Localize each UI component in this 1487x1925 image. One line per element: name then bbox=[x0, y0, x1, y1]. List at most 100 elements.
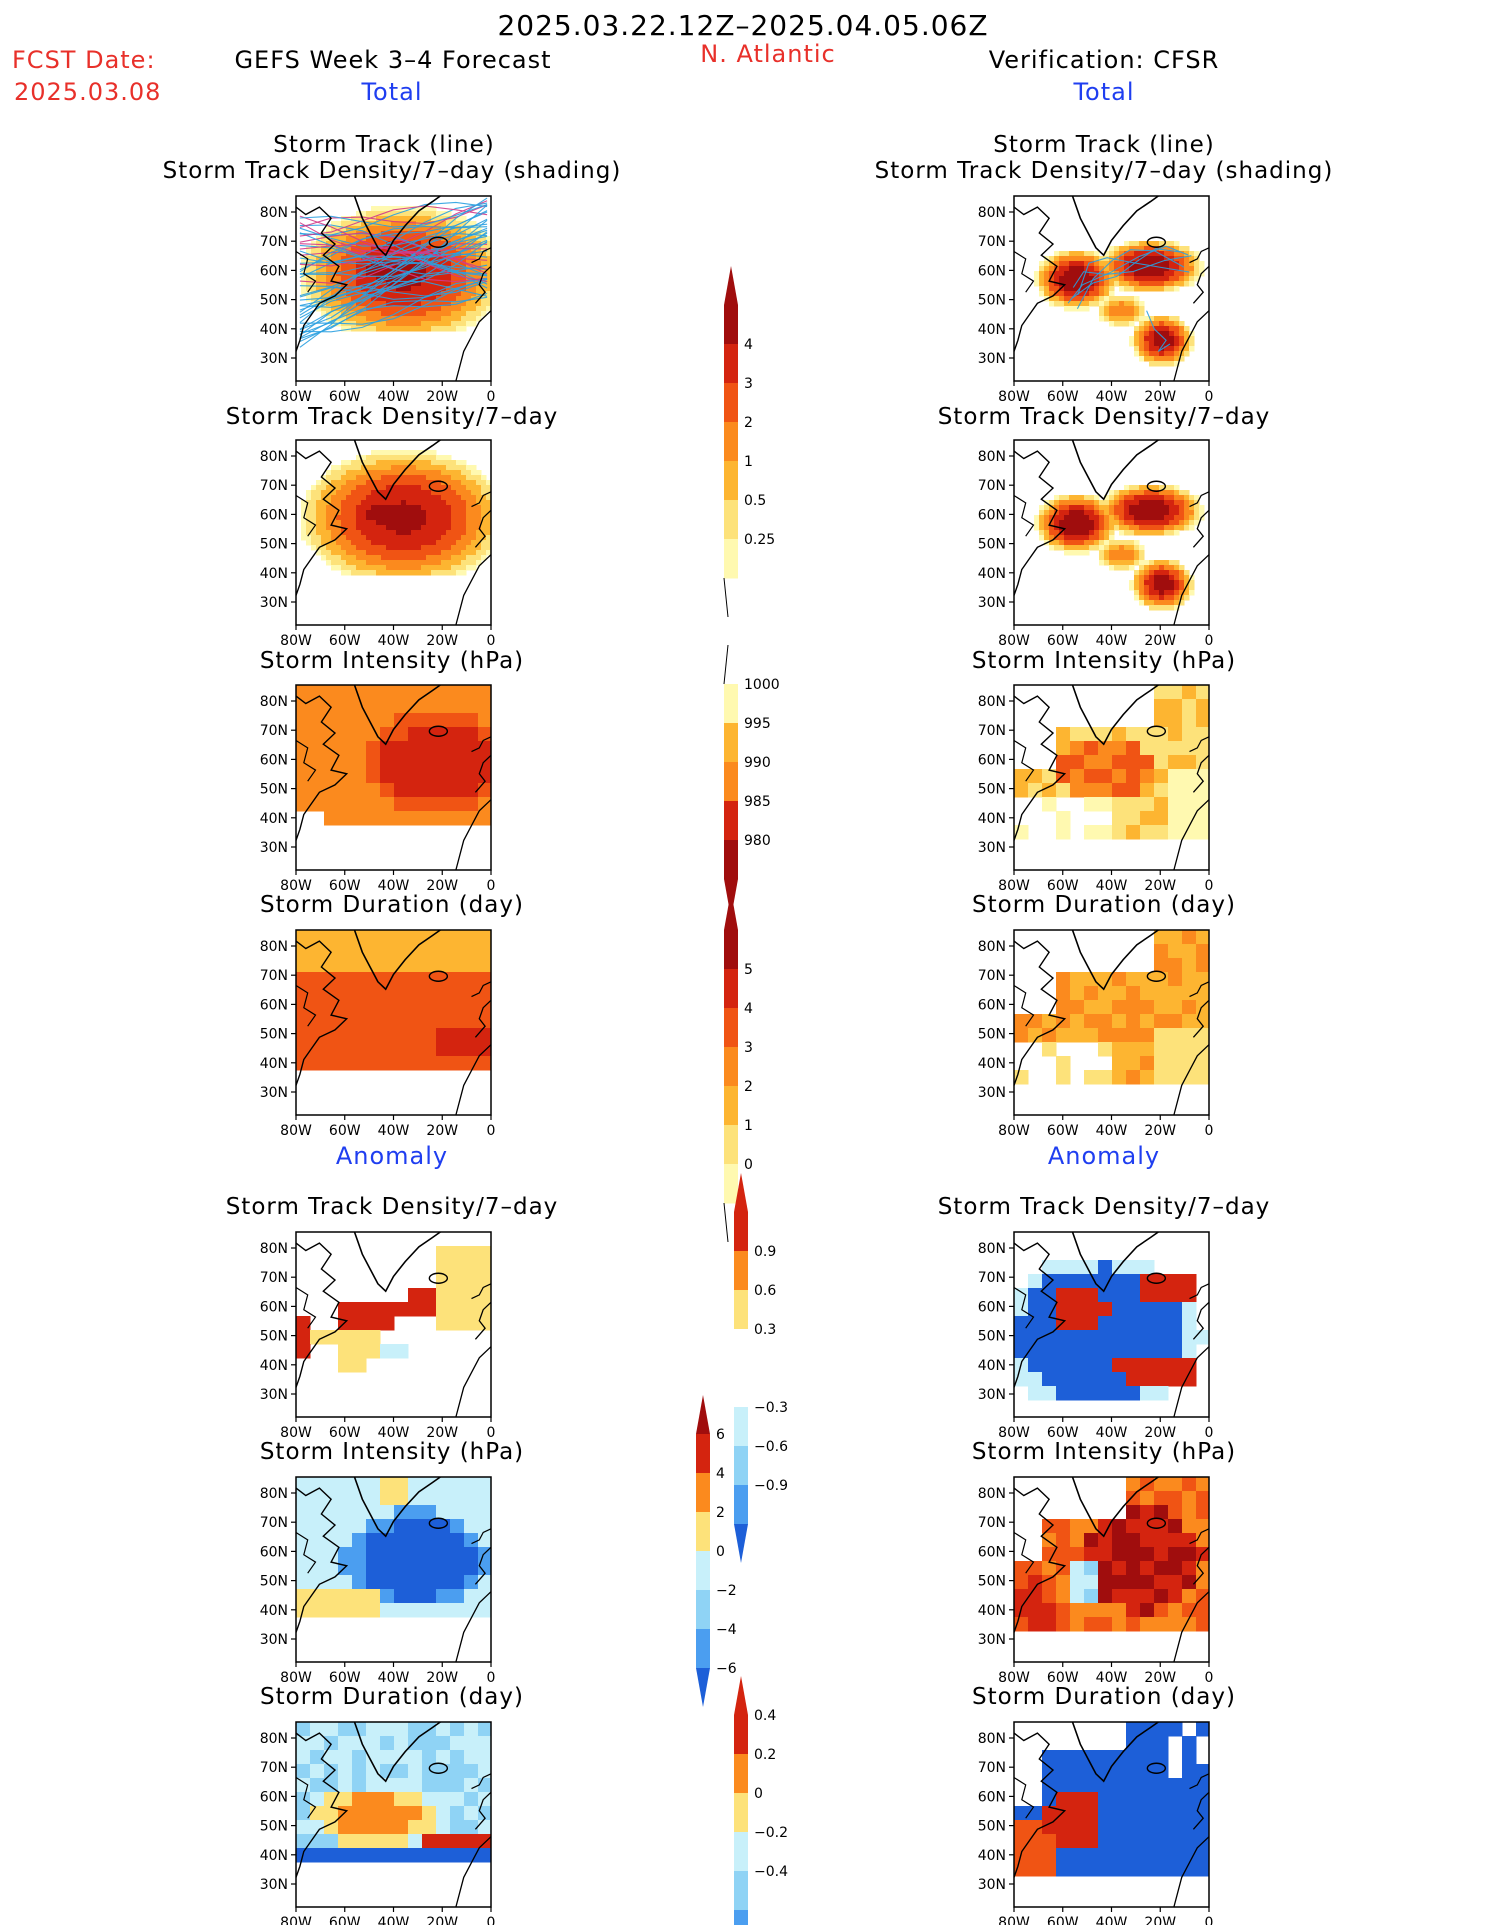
period-title: 2025.03.22.12Z–2025.04.05.06Z bbox=[497, 9, 989, 42]
lat-tick-label: 30N bbox=[260, 351, 288, 367]
right-column-title: Verification: CFSR bbox=[988, 46, 1220, 74]
colorbar-density: 4 3 2 1 0.5 0.25 bbox=[723, 266, 775, 618]
lat-tick-label: 30N bbox=[260, 1877, 288, 1893]
storm-track-lines bbox=[1067, 245, 1192, 352]
lat-tick-label: 50N bbox=[260, 537, 288, 553]
map-panel-dens-anom-forecast: 80N 70N 60N 50N 40N 30N 80W 60W 40W 20W 0 bbox=[260, 1231, 495, 1441]
map-panel-int-anom-forecast: 80N 70N 60N 50N 40N 30N 80W 60W 40W 20W 0 bbox=[260, 1476, 495, 1686]
lat-tick-label: 50N bbox=[260, 1819, 288, 1835]
lon-tick-label: 80W bbox=[280, 1670, 312, 1686]
lon-tick-label: 80W bbox=[280, 878, 312, 894]
lat-tick-label: 70N bbox=[260, 723, 288, 739]
lon-tick-label: 60W bbox=[1047, 1915, 1079, 1925]
lon-tick-label: 0 bbox=[1205, 389, 1214, 405]
left-track-line-title: Storm Track (line) bbox=[273, 132, 495, 158]
lat-tick-label: 40N bbox=[260, 322, 288, 338]
lat-tick-label: 40N bbox=[260, 566, 288, 582]
colorbar-tick-label: 0.4 bbox=[754, 1708, 776, 1724]
lat-tick-label: 60N bbox=[260, 507, 288, 523]
colorbar-tick-label: 985 bbox=[744, 794, 771, 810]
lat-tick-label: 70N bbox=[260, 1270, 288, 1286]
lat-tick-label: 40N bbox=[978, 322, 1006, 338]
lat-tick-label: 50N bbox=[978, 537, 1006, 553]
lon-tick-label: 40W bbox=[1096, 1123, 1128, 1139]
lat-tick-label: 30N bbox=[978, 351, 1006, 367]
lat-tick-label: 50N bbox=[978, 293, 1006, 309]
colorbar-tick-label: 0.6 bbox=[754, 1283, 776, 1299]
colorbar-tick-label: 0.2 bbox=[754, 1747, 776, 1763]
lon-tick-label: 80W bbox=[280, 1123, 312, 1139]
lon-tick-label: 20W bbox=[1144, 1670, 1176, 1686]
lon-tick-label: 60W bbox=[1047, 878, 1079, 894]
lon-tick-label: 0 bbox=[487, 878, 496, 894]
lat-tick-label: 70N bbox=[978, 1515, 1006, 1531]
lat-tick-label: 60N bbox=[978, 263, 1006, 279]
left-density-anom-title: Storm Track Density/7–day bbox=[225, 1194, 559, 1220]
lat-tick-label: 80N bbox=[978, 1731, 1006, 1747]
colorbar-tick-label: 995 bbox=[744, 716, 771, 732]
lon-tick-label: 0 bbox=[1205, 1915, 1214, 1925]
lat-tick-label: 60N bbox=[260, 1299, 288, 1315]
colorbar-tick-label: 0.5 bbox=[744, 493, 766, 509]
lon-tick-label: 20W bbox=[1144, 1915, 1176, 1925]
lat-tick-label: 30N bbox=[978, 1085, 1006, 1101]
lon-tick-label: 20W bbox=[426, 1670, 458, 1686]
colorbar-tick-label: 4 bbox=[744, 1001, 753, 1017]
lat-tick-label: 80N bbox=[260, 1241, 288, 1257]
lat-tick-label: 50N bbox=[978, 782, 1006, 798]
lon-tick-label: 0 bbox=[487, 1123, 496, 1139]
lon-tick-label: 0 bbox=[1205, 1123, 1214, 1139]
lon-tick-label: 20W bbox=[1144, 1123, 1176, 1139]
lon-tick-label: 40W bbox=[378, 1915, 410, 1925]
right-density-anom-title: Storm Track Density/7–day bbox=[937, 1194, 1271, 1220]
map-panel-density-forecast: 80N 70N 60N 50N 40N 30N 80W 60W 40W 20W 0 bbox=[260, 439, 495, 649]
lon-tick-label: 20W bbox=[426, 878, 458, 894]
right-intensity-anom-title: Storm Intensity (hPa) bbox=[971, 1439, 1237, 1465]
colorbar-tick-label: 0 bbox=[754, 1786, 763, 1802]
lon-tick-label: 60W bbox=[329, 878, 361, 894]
lat-tick-label: 70N bbox=[978, 234, 1006, 250]
colorbar-tick-label: −0.3 bbox=[754, 1400, 788, 1416]
colorbar-tick-label: 3 bbox=[744, 1040, 753, 1056]
colorbar-duration: 5 4 3 2 1 0 bbox=[723, 891, 753, 1243]
colorbar-tick-label: 1000 bbox=[744, 677, 780, 693]
lon-tick-label: 0 bbox=[1205, 1425, 1214, 1441]
lon-tick-label: 80W bbox=[998, 1425, 1030, 1441]
lon-tick-label: 20W bbox=[1144, 878, 1176, 894]
lat-tick-label: 50N bbox=[978, 1574, 1006, 1590]
lat-tick-label: 40N bbox=[260, 1603, 288, 1619]
lat-tick-label: 50N bbox=[260, 1574, 288, 1590]
lon-tick-label: 0 bbox=[1205, 878, 1214, 894]
lon-tick-label: 80W bbox=[998, 389, 1030, 405]
lon-tick-label: 40W bbox=[378, 1425, 410, 1441]
colorbar-tick-label: 0.25 bbox=[744, 532, 775, 548]
lon-tick-label: 40W bbox=[378, 1123, 410, 1139]
colorbar-density-anom: 0.9 0.6 0.3 −0.3 −0.6 −0.9 bbox=[734, 1173, 788, 1563]
lat-tick-label: 60N bbox=[978, 507, 1006, 523]
colorbar-tick-label: 4 bbox=[744, 337, 753, 353]
lon-tick-label: 80W bbox=[998, 1670, 1030, 1686]
lon-tick-label: 60W bbox=[1047, 1670, 1079, 1686]
lon-tick-label: 60W bbox=[1047, 389, 1079, 405]
lon-tick-label: 80W bbox=[998, 1915, 1030, 1925]
lon-tick-label: 20W bbox=[1144, 389, 1176, 405]
lat-tick-label: 40N bbox=[978, 811, 1006, 827]
lat-tick-label: 70N bbox=[260, 478, 288, 494]
lon-tick-label: 20W bbox=[1144, 633, 1176, 649]
right-density-title: Storm Track Density/7–day bbox=[937, 404, 1271, 430]
lat-tick-label: 30N bbox=[978, 1632, 1006, 1648]
lat-tick-label: 50N bbox=[260, 1329, 288, 1345]
lat-tick-label: 60N bbox=[978, 997, 1006, 1013]
lon-tick-label: 20W bbox=[426, 1123, 458, 1139]
lon-tick-label: 80W bbox=[998, 633, 1030, 649]
left-intensity-anom-title: Storm Intensity (hPa) bbox=[259, 1439, 525, 1465]
lat-tick-label: 30N bbox=[260, 595, 288, 611]
lat-tick-label: 60N bbox=[978, 1544, 1006, 1560]
lon-tick-label: 80W bbox=[280, 1915, 312, 1925]
lon-tick-label: 0 bbox=[487, 389, 496, 405]
lat-tick-label: 60N bbox=[260, 752, 288, 768]
colorbar-tick-label: 0.9 bbox=[754, 1244, 776, 1260]
fcst-date-value: 2025.03.08 bbox=[14, 78, 162, 106]
lat-tick-label: 60N bbox=[978, 1299, 1006, 1315]
